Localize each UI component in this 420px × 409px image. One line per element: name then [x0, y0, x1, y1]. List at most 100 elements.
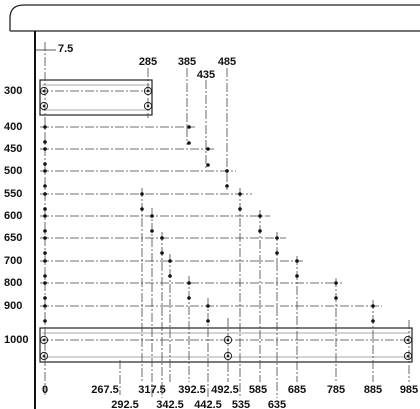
- y-label: 700: [4, 255, 22, 267]
- drill-point: [275, 236, 279, 240]
- drill-point: [275, 251, 279, 255]
- x-label: 442.5: [194, 399, 222, 409]
- drill-point: [43, 192, 47, 196]
- x-label: 292.5: [111, 399, 139, 409]
- drill-point: [43, 140, 47, 144]
- drill-point: [187, 296, 191, 300]
- hole-center: [42, 89, 46, 93]
- drill-point: [334, 296, 338, 300]
- top-label: 435: [197, 69, 215, 81]
- hole-center: [42, 354, 46, 358]
- drill-point: [43, 281, 47, 285]
- hole: [223, 351, 233, 361]
- y-label: 900: [4, 300, 22, 312]
- drill-point: [168, 274, 172, 278]
- y-label: 400: [4, 121, 22, 133]
- drill-point: [334, 281, 338, 285]
- drill-point: [258, 229, 262, 233]
- x-label: 342.5: [156, 399, 184, 409]
- hole: [143, 86, 153, 96]
- drill-point: [206, 319, 210, 323]
- drill-point: [295, 259, 299, 263]
- panel-outline: [9, 4, 420, 31]
- drill-point: [43, 162, 47, 166]
- drill-point: [43, 207, 47, 211]
- x-label: 267.5: [91, 384, 119, 396]
- y-label: 1000: [4, 334, 28, 346]
- drill-point: [140, 192, 144, 196]
- drill-point: [238, 192, 242, 196]
- drill-point: [225, 169, 229, 173]
- x-label: 392.5: [178, 384, 206, 396]
- drill-point: [140, 207, 144, 211]
- drill-point: [43, 147, 47, 151]
- top-label: 485: [218, 56, 236, 68]
- drill-point: [43, 214, 47, 218]
- drill-point: [43, 296, 47, 300]
- hole: [143, 101, 153, 111]
- drill-point: [150, 214, 154, 218]
- x-label: 535: [232, 399, 250, 409]
- x-label: 685: [288, 384, 306, 396]
- drill-point: [43, 304, 47, 308]
- hole: [39, 101, 49, 111]
- x-label: 785: [327, 384, 345, 396]
- top-label: 385: [178, 56, 196, 68]
- hole-center: [146, 104, 150, 108]
- drill-point: [295, 274, 299, 278]
- y-label: 600: [4, 210, 22, 222]
- drill-point: [187, 281, 191, 285]
- drill-point: [160, 236, 164, 240]
- hole-center: [406, 338, 410, 342]
- top-label: 285: [139, 56, 157, 68]
- drill-point: [160, 251, 164, 255]
- y-label: 450: [4, 143, 22, 155]
- drill-point: [168, 259, 172, 263]
- hole: [39, 86, 49, 96]
- hole: [403, 351, 413, 361]
- top-rail: [39, 79, 153, 116]
- drill-point: [371, 304, 375, 308]
- drill-point: [43, 125, 47, 129]
- drill-point: [43, 184, 47, 188]
- hole: [403, 335, 413, 345]
- drill-point: [206, 163, 210, 167]
- drill-point: [43, 319, 47, 323]
- offset-label: 7.5: [58, 43, 73, 55]
- y-label: 550: [4, 188, 22, 200]
- x-label: 0: [42, 384, 48, 396]
- y-label: 300: [4, 85, 22, 97]
- drill-point: [43, 274, 47, 278]
- hole: [39, 351, 49, 361]
- x-label: 585: [249, 384, 267, 396]
- y-label: 800: [4, 277, 22, 289]
- x-label: 885: [364, 384, 382, 396]
- drill-point: [206, 147, 210, 151]
- drill-point: [187, 125, 191, 129]
- drill-point: [43, 229, 47, 233]
- drill-point: [258, 214, 262, 218]
- drill-point: [43, 259, 47, 263]
- hole-center: [226, 338, 230, 342]
- drill-point: [371, 319, 375, 323]
- hole: [223, 335, 233, 345]
- drill-point: [43, 236, 47, 240]
- hole-center: [146, 89, 150, 93]
- drill-point: [43, 169, 47, 173]
- y-label: 500: [4, 165, 22, 177]
- y-label: 650: [4, 232, 22, 244]
- drill-point: [43, 251, 47, 255]
- x-label: 492.5: [211, 384, 239, 396]
- hole-center: [226, 354, 230, 358]
- drill-point: [150, 229, 154, 233]
- hole-center: [42, 338, 46, 342]
- drill-point: [187, 141, 191, 145]
- drill-point: [225, 184, 229, 188]
- x-label: 985: [400, 384, 418, 396]
- drill-point: [238, 207, 242, 211]
- drill-point: [206, 304, 210, 308]
- bottom-rail: [39, 327, 413, 363]
- hole: [39, 335, 49, 345]
- hole-center: [42, 104, 46, 108]
